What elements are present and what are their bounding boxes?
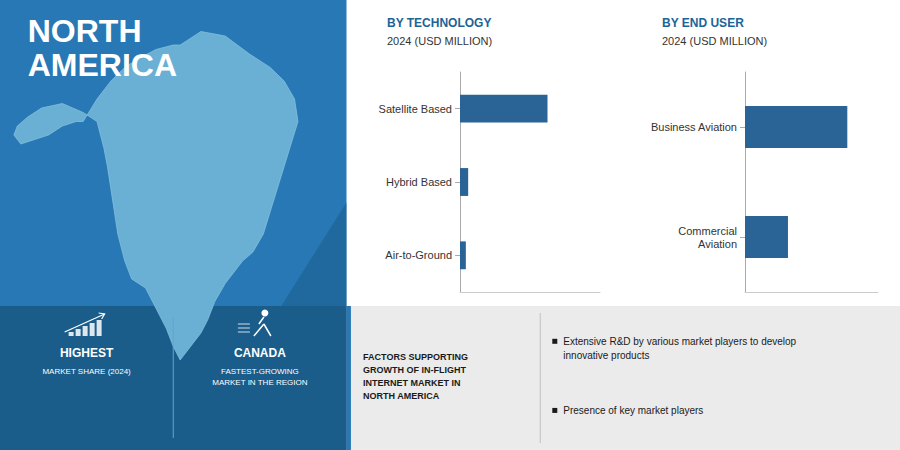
svg-text:FASTEST-GROWING: FASTEST-GROWING: [221, 367, 299, 376]
svg-text:Satellite Based: Satellite Based: [379, 103, 452, 115]
svg-text:HIGHEST: HIGHEST: [60, 346, 114, 360]
svg-text:FACTORS SUPPORTING: FACTORS SUPPORTING: [363, 352, 468, 362]
svg-text:Business Aviation: Business Aviation: [651, 121, 737, 133]
svg-text:AMERICA: AMERICA: [28, 47, 177, 83]
svg-text:NORTH: NORTH: [28, 13, 142, 49]
svg-text:NORTH AMERICA: NORTH AMERICA: [363, 391, 440, 401]
svg-text:2024 (USD MILLION): 2024 (USD MILLION): [387, 35, 492, 47]
svg-text:Hybrid Based: Hybrid Based: [386, 176, 452, 188]
svg-text:Commercial: Commercial: [678, 225, 737, 237]
svg-text:Air-to-Ground: Air-to-Ground: [385, 249, 452, 261]
svg-text:innovative products: innovative products: [563, 350, 649, 361]
svg-text:MARKET SHARE (2024): MARKET SHARE (2024): [42, 367, 131, 376]
svg-text:INTERNET MARKET IN: INTERNET MARKET IN: [363, 378, 461, 388]
svg-text:MARKET IN THE REGION: MARKET IN THE REGION: [212, 378, 307, 387]
svg-text:BY TECHNOLOGY: BY TECHNOLOGY: [387, 16, 491, 30]
svg-text:Presence of key market players: Presence of key market players: [563, 405, 703, 416]
svg-text:GROWTH OF IN-FLIGHT: GROWTH OF IN-FLIGHT: [363, 365, 466, 375]
svg-text:Aviation: Aviation: [698, 238, 737, 250]
svg-text:CANADA: CANADA: [234, 346, 286, 360]
svg-text:Extensive R&D by various marke: Extensive R&D by various market players …: [563, 336, 796, 347]
svg-text:2024 (USD MILLION): 2024 (USD MILLION): [662, 35, 767, 47]
svg-text:BY END USER: BY END USER: [662, 16, 744, 30]
